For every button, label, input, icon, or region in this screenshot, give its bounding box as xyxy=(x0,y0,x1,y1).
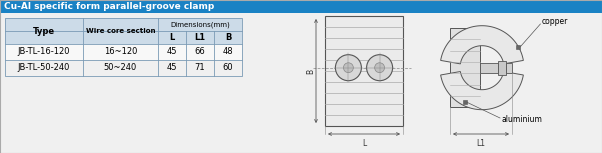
Text: 16~120: 16~120 xyxy=(104,47,137,56)
Text: JB-TL-16-120: JB-TL-16-120 xyxy=(17,47,70,56)
Circle shape xyxy=(374,63,385,73)
FancyBboxPatch shape xyxy=(5,60,242,76)
Circle shape xyxy=(367,55,393,81)
Text: 48: 48 xyxy=(223,47,234,56)
Bar xyxy=(450,28,480,107)
Text: Wire core section: Wire core section xyxy=(85,28,155,34)
Text: 66: 66 xyxy=(194,47,205,56)
Circle shape xyxy=(344,63,353,73)
Text: Cu-Al specific form parallel-groove clamp: Cu-Al specific form parallel-groove clam… xyxy=(4,2,214,11)
Text: L1: L1 xyxy=(477,139,485,148)
Polygon shape xyxy=(441,71,523,110)
Bar xyxy=(480,63,498,73)
Bar xyxy=(498,61,506,75)
Bar xyxy=(5,18,242,76)
Bar xyxy=(517,45,520,49)
Text: 45: 45 xyxy=(167,47,177,56)
Text: L1: L1 xyxy=(194,33,205,42)
Text: Dimensions(mm): Dimensions(mm) xyxy=(170,21,230,28)
Circle shape xyxy=(335,55,361,81)
FancyBboxPatch shape xyxy=(0,0,602,13)
Text: 50~240: 50~240 xyxy=(104,63,137,73)
Text: L: L xyxy=(362,139,366,148)
Text: 60: 60 xyxy=(223,63,234,73)
FancyBboxPatch shape xyxy=(5,18,242,44)
Text: B: B xyxy=(225,33,231,42)
Text: aluminium: aluminium xyxy=(501,116,542,125)
Text: 45: 45 xyxy=(167,63,177,73)
Text: B: B xyxy=(306,68,315,74)
Text: L: L xyxy=(169,33,175,42)
Bar xyxy=(325,16,403,126)
FancyBboxPatch shape xyxy=(5,44,242,60)
Text: 71: 71 xyxy=(194,63,205,73)
Text: copper: copper xyxy=(541,17,568,26)
Text: JB-TL-50-240: JB-TL-50-240 xyxy=(18,63,70,73)
Bar xyxy=(463,100,467,104)
Bar xyxy=(506,63,512,73)
Text: Type: Type xyxy=(33,26,55,35)
Polygon shape xyxy=(441,26,523,64)
